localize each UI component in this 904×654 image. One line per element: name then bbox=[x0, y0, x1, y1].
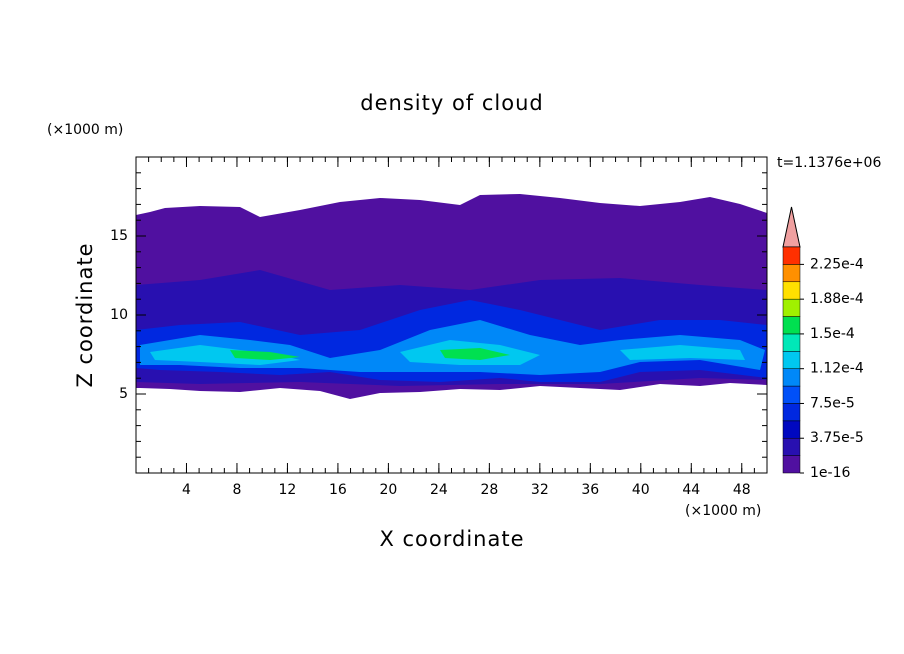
colorbar-tick-label: 1e-16 bbox=[810, 465, 850, 481]
contour-band bbox=[230, 348, 510, 360]
colorbar-band bbox=[782, 385, 801, 404]
y-tick-label: 5 bbox=[119, 386, 128, 402]
colorbar-band bbox=[782, 351, 801, 369]
time-label: t=1.1376e+06 bbox=[777, 155, 881, 171]
colorbar-band bbox=[782, 455, 801, 474]
y-tick-label: 10 bbox=[110, 307, 128, 323]
colorbar-band bbox=[782, 420, 801, 439]
x-tick-label: 48 bbox=[733, 482, 751, 498]
x-tick-label: 12 bbox=[279, 482, 297, 498]
colorbar-band bbox=[782, 368, 801, 387]
x-tick-label: 20 bbox=[379, 482, 397, 498]
colorbar-band bbox=[782, 281, 801, 300]
colorbar-tick-label: 1.88e-4 bbox=[810, 291, 864, 307]
x-tick-label: 36 bbox=[581, 482, 599, 498]
x-unit: (×1000 m) bbox=[685, 503, 761, 519]
x-tick-label: 24 bbox=[430, 482, 448, 498]
colorbar-tick-label: 3.75e-5 bbox=[810, 430, 864, 446]
x-tick-label: 44 bbox=[682, 482, 700, 498]
colorbar-tick-label: 7.5e-5 bbox=[810, 395, 855, 411]
colorbar-band bbox=[782, 437, 801, 456]
x-tick-label: 16 bbox=[329, 482, 347, 498]
colorbar-tick-label: 2.25e-4 bbox=[810, 256, 864, 272]
colorbar-band bbox=[782, 333, 801, 352]
chart-title: density of cloud bbox=[360, 91, 543, 115]
colorbar-band bbox=[782, 403, 801, 422]
y-unit: (×1000 m) bbox=[47, 122, 123, 138]
x-tick-label: 8 bbox=[232, 482, 241, 498]
x-axis-label: X coordinate bbox=[379, 527, 524, 551]
contour-field bbox=[136, 194, 767, 399]
x-tick-label: 28 bbox=[480, 482, 498, 498]
colorbar-extend bbox=[782, 206, 801, 248]
colorbar-band bbox=[782, 264, 801, 283]
colorbar-band bbox=[782, 316, 801, 335]
x-tick-label: 32 bbox=[531, 482, 549, 498]
y-axis-label: Z coordinate bbox=[73, 242, 97, 387]
colorbar-tick-label: 1.5e-4 bbox=[810, 326, 855, 342]
x-tick-label: 4 bbox=[182, 482, 191, 498]
colorbar-band bbox=[782, 298, 801, 317]
colorbar-band bbox=[782, 246, 801, 265]
y-tick-label: 15 bbox=[110, 228, 128, 244]
x-tick-label: 40 bbox=[632, 482, 650, 498]
colorbar-tick-label: 1.12e-4 bbox=[810, 361, 864, 377]
